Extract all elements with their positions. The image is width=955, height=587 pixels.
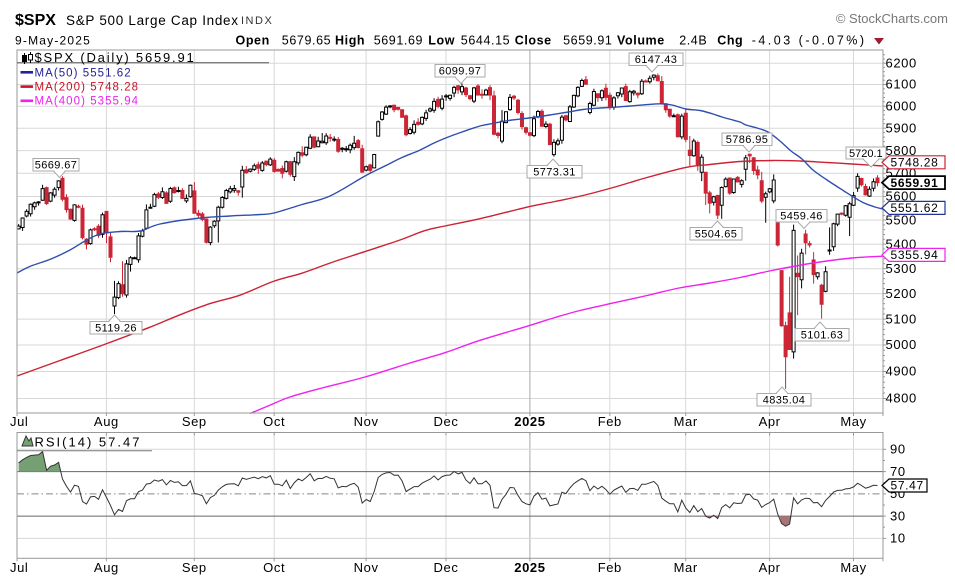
svg-text:Jul: Jul xyxy=(10,560,28,575)
svg-text:5100: 5100 xyxy=(886,311,917,326)
svg-text:9-May-2025: 9-May-2025 xyxy=(15,34,91,48)
svg-text:5000: 5000 xyxy=(886,337,917,352)
svg-text:$SPX: $SPX xyxy=(15,12,56,29)
svg-text:6147.43: 6147.43 xyxy=(635,54,678,66)
svg-text:MA(50) 5551.62: MA(50) 5551.62 xyxy=(35,67,132,79)
svg-text:Sep: Sep xyxy=(182,414,207,429)
svg-text:5459.46: 5459.46 xyxy=(780,211,823,223)
svg-text:Chg: Chg xyxy=(717,34,743,48)
svg-text:Mar: Mar xyxy=(674,560,698,575)
svg-text:30: 30 xyxy=(890,508,906,523)
svg-text:Open: Open xyxy=(236,34,270,48)
svg-text:Low: Low xyxy=(428,34,455,48)
svg-text:4800: 4800 xyxy=(886,391,917,406)
svg-text:Dec: Dec xyxy=(434,414,459,429)
svg-text:-4.03 (-0.07%): -4.03 (-0.07%) xyxy=(752,34,867,48)
svg-text:5504.65: 5504.65 xyxy=(695,229,738,241)
svg-text:INDX: INDX xyxy=(241,15,273,27)
svg-text:Aug: Aug xyxy=(94,560,119,575)
svg-text:5659.91: 5659.91 xyxy=(891,176,939,190)
svg-text:High: High xyxy=(335,34,365,48)
svg-text:Nov: Nov xyxy=(354,560,379,575)
svg-text:Mar: Mar xyxy=(674,414,698,429)
svg-text:Apr: Apr xyxy=(759,560,781,575)
svg-text:5900: 5900 xyxy=(886,120,917,135)
svg-text:MA(200) 5748.28: MA(200) 5748.28 xyxy=(35,81,140,93)
svg-text:Oct: Oct xyxy=(263,414,285,429)
svg-text:5659.91: 5659.91 xyxy=(563,34,612,48)
svg-text:May: May xyxy=(840,414,866,429)
svg-text:4835.04: 4835.04 xyxy=(763,395,806,407)
svg-text:Nov: Nov xyxy=(354,414,379,429)
svg-text:MA(400) 5355.94: MA(400) 5355.94 xyxy=(35,95,140,107)
svg-text:Feb: Feb xyxy=(598,414,622,429)
svg-text:4900: 4900 xyxy=(886,364,917,379)
svg-text:$SPX (Daily) 5659.91: $SPX (Daily) 5659.91 xyxy=(35,50,196,65)
svg-text:5551.62: 5551.62 xyxy=(891,201,939,215)
svg-text:5119.26: 5119.26 xyxy=(95,323,137,335)
svg-text:5600: 5600 xyxy=(886,189,917,204)
svg-text:RSI(14) 57.47: RSI(14) 57.47 xyxy=(35,435,142,450)
svg-text:5800: 5800 xyxy=(886,143,917,158)
svg-text:5679.65: 5679.65 xyxy=(282,34,331,48)
svg-text:6000: 6000 xyxy=(886,98,917,113)
svg-text:10: 10 xyxy=(890,531,906,546)
svg-text:Sep: Sep xyxy=(182,560,207,575)
svg-text:© StockCharts.com: © StockCharts.com xyxy=(836,11,948,26)
svg-text:Apr: Apr xyxy=(759,414,781,429)
svg-text:Feb: Feb xyxy=(598,560,622,575)
svg-text:6099.97: 6099.97 xyxy=(439,66,482,78)
svg-text:5101.63: 5101.63 xyxy=(801,330,844,342)
svg-text:5773.31: 5773.31 xyxy=(533,167,576,179)
svg-text:6200: 6200 xyxy=(886,55,917,70)
svg-text:Close: Close xyxy=(515,34,552,48)
svg-text:5300: 5300 xyxy=(886,261,917,276)
svg-text:6100: 6100 xyxy=(886,77,917,92)
svg-text:5720.1: 5720.1 xyxy=(849,148,883,160)
svg-text:May: May xyxy=(840,560,866,575)
svg-text:Jul: Jul xyxy=(10,414,28,429)
svg-text:5748.28: 5748.28 xyxy=(891,156,939,170)
svg-text:2025: 2025 xyxy=(514,414,545,429)
svg-text:Aug: Aug xyxy=(94,414,119,429)
svg-text:S&P 500 Large Cap Index: S&P 500 Large Cap Index xyxy=(66,13,239,28)
svg-text:5200: 5200 xyxy=(886,286,917,301)
svg-text:70: 70 xyxy=(890,464,906,479)
svg-text:Oct: Oct xyxy=(263,560,285,575)
svg-text:5644.15: 5644.15 xyxy=(461,34,510,48)
svg-text:90: 90 xyxy=(890,442,906,457)
svg-text:5500: 5500 xyxy=(886,212,917,227)
svg-text:5786.95: 5786.95 xyxy=(726,134,769,146)
svg-text:5400: 5400 xyxy=(886,236,917,251)
svg-text:2025: 2025 xyxy=(514,560,545,575)
svg-text:57.47: 57.47 xyxy=(891,479,924,493)
svg-text:5691.69: 5691.69 xyxy=(374,34,423,48)
svg-text:5669.67: 5669.67 xyxy=(35,160,78,172)
svg-text:Volume: Volume xyxy=(617,34,665,48)
svg-text:2.4B: 2.4B xyxy=(679,34,707,48)
svg-text:5355.94: 5355.94 xyxy=(891,248,939,262)
svg-text:Dec: Dec xyxy=(434,560,459,575)
